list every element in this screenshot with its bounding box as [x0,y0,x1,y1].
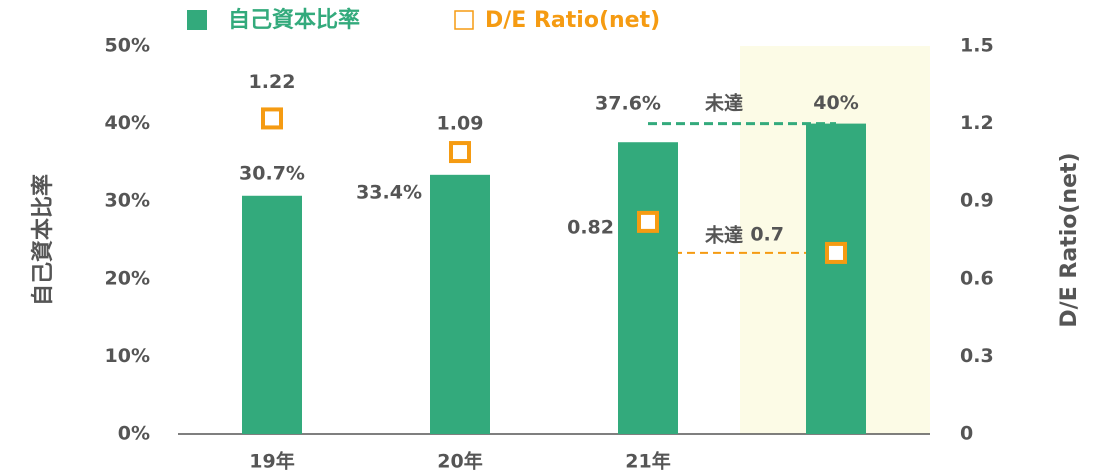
y2-tick-label: 0.6 [960,267,994,289]
marker [825,241,847,264]
y-tick-label: 10% [105,345,150,367]
x-tick-label: 21年 [625,450,670,473]
y-tick-label: 0% [118,423,150,445]
legend-label: D/E Ratio(net) [485,8,660,33]
y2-axis-label: D/E Ratio(net) [1057,152,1082,327]
marker [449,141,471,164]
x-tick-label: 20年 [437,450,482,473]
y-tick-label: 20% [105,267,150,289]
y-tick-label: 40% [105,112,150,134]
bar-label: 30.7% [239,162,305,184]
marker [637,210,659,233]
bar-label: 40% [813,92,858,114]
legend-swatch [187,10,207,30]
y2-tick-label: 1.5 [960,35,994,57]
legend-swatch [454,10,474,30]
bar-label: 37.6% [595,93,661,115]
annotation: 未達 [704,92,743,115]
marker-label: 1.09 [437,113,484,135]
legend-label: 自己資本比率 [228,7,360,33]
bar [430,174,490,435]
bar [806,123,866,434]
annotation: 未達 [704,224,743,247]
y2-tick-label: 1.2 [960,112,994,134]
y2-tick-label: 0.9 [960,190,994,212]
bar-label: 33.4% [356,181,422,203]
y-tick-label: 50% [105,35,150,57]
marker-label: 0.82 [567,216,614,238]
marker-label: 0.7 [750,223,784,245]
bar [242,195,302,434]
y2-tick-label: 0 [960,423,973,445]
y2-tick-label: 0.3 [960,345,994,367]
bar [618,142,678,434]
y-tick-label: 30% [105,190,150,212]
x-tick-label: 19年 [249,450,294,473]
marker [261,107,283,130]
y-axis-label: 自己資本比率 [30,174,56,306]
marker-label: 1.22 [249,71,296,93]
